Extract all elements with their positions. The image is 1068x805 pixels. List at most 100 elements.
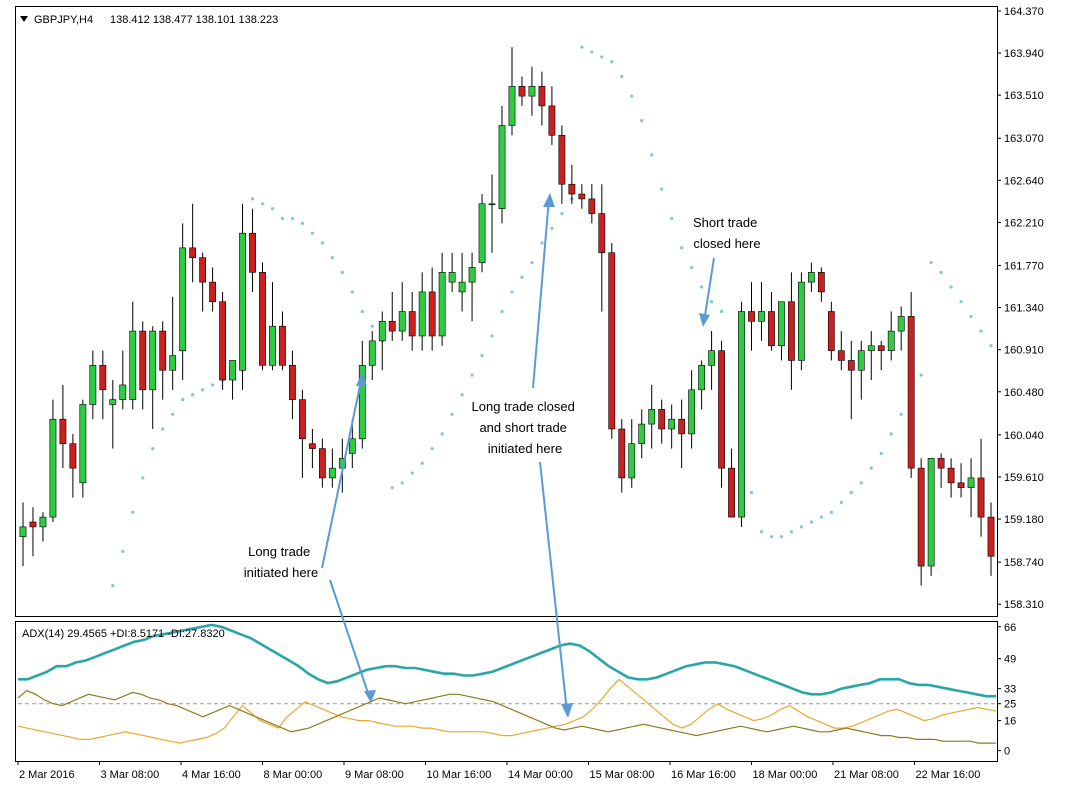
adx-tick-label: 25 xyxy=(1004,699,1016,711)
sar-dot xyxy=(650,153,654,157)
sar-dot xyxy=(690,265,694,270)
sar-dot xyxy=(250,197,255,201)
adx-lines xyxy=(17,623,997,744)
candle-body xyxy=(428,291,436,337)
sar-dot xyxy=(949,285,953,289)
annotation-arrow xyxy=(539,461,568,713)
candle xyxy=(718,340,725,488)
candle-body xyxy=(468,267,476,283)
candle xyxy=(478,194,486,273)
candle xyxy=(508,47,516,136)
sar-dot xyxy=(300,221,305,225)
candle xyxy=(418,272,426,351)
adx-series-adx xyxy=(18,623,996,698)
price-tick-label: 161.340 xyxy=(1004,303,1044,315)
sar-dot xyxy=(580,45,584,49)
annotation-arrow xyxy=(703,257,715,323)
sar-dot xyxy=(320,241,324,245)
candle-body xyxy=(518,86,526,97)
candle-body xyxy=(538,86,546,107)
sar-dot xyxy=(819,515,823,519)
candle xyxy=(428,267,436,351)
candle-body xyxy=(598,213,606,254)
candle-body xyxy=(229,360,236,381)
candle-body xyxy=(49,418,57,518)
candle-body xyxy=(977,477,985,518)
candle xyxy=(398,282,406,341)
time-tick-label: 8 Mar 00:00 xyxy=(264,769,323,781)
sar-dot xyxy=(460,393,464,397)
time-tick-label: 9 Mar 08:00 xyxy=(345,769,404,781)
candle-body xyxy=(827,311,835,351)
candle-body xyxy=(947,467,955,484)
candle xyxy=(807,262,815,292)
price-tick-label: 160.040 xyxy=(1004,430,1044,442)
candle xyxy=(518,76,526,106)
symbol-menu-icon[interactable] xyxy=(20,16,28,22)
time-tick-label: 10 Mar 16:00 xyxy=(427,769,492,781)
annotation-arrowhead xyxy=(543,193,555,207)
price-tick-label: 158.740 xyxy=(1004,557,1044,569)
candle-body xyxy=(927,458,935,567)
candle xyxy=(778,301,785,361)
candle xyxy=(189,203,197,283)
candle-body xyxy=(378,320,386,342)
candle-body xyxy=(628,443,636,479)
candle-body xyxy=(608,252,616,430)
candle-body xyxy=(289,365,296,400)
candle xyxy=(69,433,77,498)
candle-body xyxy=(817,272,825,293)
sar-dot xyxy=(430,446,434,451)
candle xyxy=(179,223,187,381)
candle-body xyxy=(887,330,895,351)
candle xyxy=(578,184,586,209)
candle-body xyxy=(588,198,596,214)
time-tick-label: 21 Mar 08:00 xyxy=(834,769,899,781)
adx-series-plus_di xyxy=(17,678,997,744)
candle xyxy=(668,404,676,449)
svg-text:Long trade closed and: Long trade closed and short trade initia… xyxy=(472,399,579,456)
candle xyxy=(528,66,536,116)
annotation-arrow xyxy=(329,579,371,700)
candle-body xyxy=(69,443,77,469)
candle xyxy=(488,174,496,253)
candle-body xyxy=(318,448,326,479)
price-tick-label: 160.480 xyxy=(1004,387,1044,399)
price-tick-label: 162.210 xyxy=(1004,217,1044,229)
candle-body xyxy=(558,134,566,185)
candle-body xyxy=(778,301,785,347)
sar-dot xyxy=(151,446,155,451)
candle-body xyxy=(638,423,646,444)
candles xyxy=(19,47,995,586)
time-tick-label: 4 Mar 16:00 xyxy=(182,769,241,781)
candle-body xyxy=(758,311,765,322)
candle-body xyxy=(498,125,506,210)
sar-dot xyxy=(540,241,544,245)
candle xyxy=(598,184,606,312)
adx-axis: 66 49 33 25 16 0 xyxy=(18,622,1016,758)
candle xyxy=(648,384,656,449)
time-tick-label: 3 Mar 08:00 xyxy=(101,769,160,781)
time-tick-label: 15 Mar 08:00 xyxy=(590,769,655,781)
annotation-long-initiated: Long trade initiated here xyxy=(244,372,376,703)
candle-body xyxy=(368,340,376,366)
price-tick-label: 159.610 xyxy=(1004,472,1044,484)
candle-body xyxy=(937,458,945,469)
sar-dot xyxy=(211,383,215,387)
annotation-arrowhead xyxy=(356,372,367,386)
adx-tick-label: 16 xyxy=(1004,716,1016,728)
sar-dot xyxy=(260,202,265,206)
sar-dot xyxy=(360,309,364,314)
candle xyxy=(877,340,885,371)
price-tick-label: 163.510 xyxy=(1004,90,1044,102)
adx-label: ADX(14) 29.4565 +DI:8.5171 -DI:27.8320 xyxy=(22,628,225,640)
adx-tick-label: 49 xyxy=(1004,654,1016,666)
sar-dot xyxy=(859,481,863,485)
candle xyxy=(109,380,117,449)
sar-dot xyxy=(310,231,314,235)
candle xyxy=(498,105,506,224)
price-tick-label: 162.640 xyxy=(1004,175,1044,187)
candle xyxy=(738,301,745,527)
candle xyxy=(658,399,666,444)
candle-body xyxy=(418,291,426,337)
